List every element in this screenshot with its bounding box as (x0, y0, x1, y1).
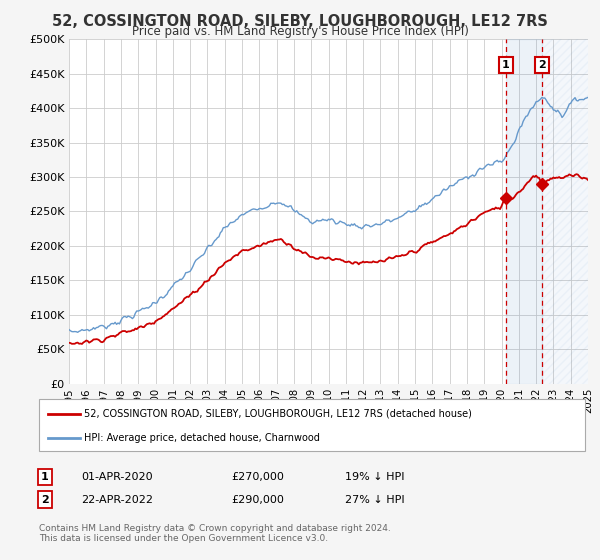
Text: 2: 2 (538, 60, 545, 71)
Text: 1: 1 (41, 472, 49, 482)
Text: £270,000: £270,000 (231, 472, 284, 482)
Text: 01-APR-2020: 01-APR-2020 (81, 472, 152, 482)
Text: Price paid vs. HM Land Registry's House Price Index (HPI): Price paid vs. HM Land Registry's House … (131, 25, 469, 38)
Text: 52, COSSINGTON ROAD, SILEBY, LOUGHBOROUGH, LE12 7RS: 52, COSSINGTON ROAD, SILEBY, LOUGHBOROUG… (52, 14, 548, 29)
Text: 1: 1 (502, 60, 510, 71)
Bar (542, 39, 588, 384)
Text: Contains HM Land Registry data © Crown copyright and database right 2024.
This d: Contains HM Land Registry data © Crown c… (39, 524, 391, 543)
Text: £290,000: £290,000 (231, 494, 284, 505)
Text: HPI: Average price, detached house, Charnwood: HPI: Average price, detached house, Char… (84, 433, 320, 443)
Text: 19% ↓ HPI: 19% ↓ HPI (345, 472, 404, 482)
Bar (506, 39, 542, 384)
Text: 52, COSSINGTON ROAD, SILEBY, LOUGHBOROUGH, LE12 7RS (detached house): 52, COSSINGTON ROAD, SILEBY, LOUGHBOROUG… (84, 409, 472, 419)
Text: 22-APR-2022: 22-APR-2022 (81, 494, 153, 505)
Text: 27% ↓ HPI: 27% ↓ HPI (345, 494, 404, 505)
Text: 2: 2 (41, 494, 49, 505)
